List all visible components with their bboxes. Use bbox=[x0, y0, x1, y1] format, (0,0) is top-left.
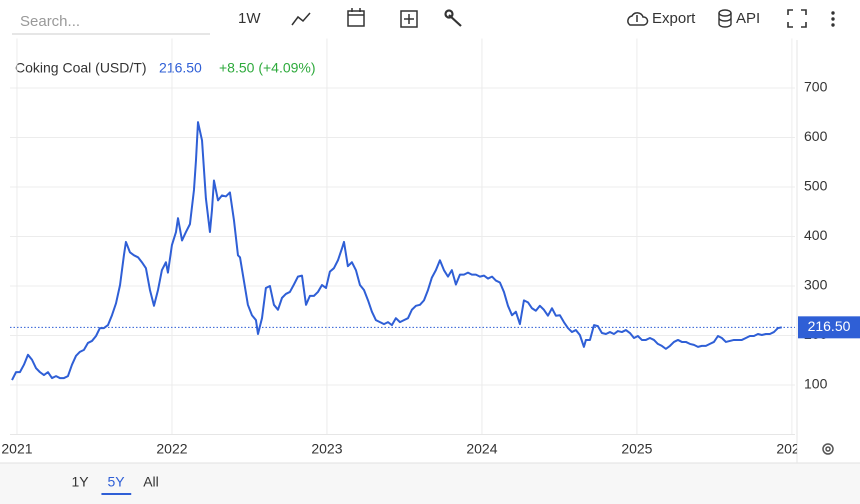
x-tick-label: 2023 bbox=[311, 441, 342, 457]
export-button[interactable]: Export bbox=[652, 10, 696, 27]
x-tick-label: 2026 bbox=[776, 441, 807, 457]
price-line bbox=[11, 121, 783, 381]
api-button[interactable]: API bbox=[736, 10, 760, 27]
range-button[interactable]: All bbox=[143, 474, 159, 490]
gear-icon[interactable] bbox=[822, 443, 834, 455]
menu-icon[interactable] bbox=[831, 11, 835, 27]
x-axis: 2021 2022 2023 2024 2025 2026 bbox=[1, 38, 807, 457]
export-icon[interactable] bbox=[627, 12, 649, 26]
chart-type-icon[interactable] bbox=[291, 12, 311, 26]
x-tick-label: 2025 bbox=[621, 441, 652, 457]
y-tick-label: 600 bbox=[804, 128, 828, 144]
x-tick-label: 2021 bbox=[1, 441, 32, 457]
api-icon[interactable] bbox=[718, 9, 732, 28]
interval-button[interactable]: 1W bbox=[238, 10, 261, 27]
compare-icon[interactable] bbox=[400, 10, 418, 28]
range-button[interactable]: 5Y bbox=[107, 474, 125, 490]
y-tick-label: 700 bbox=[804, 79, 828, 95]
x-tick-label: 2022 bbox=[156, 441, 187, 457]
y-tick-label: 400 bbox=[804, 227, 828, 243]
chart-title: Coking Coal (USD/T) bbox=[15, 60, 146, 76]
y-tick-label: 100 bbox=[804, 376, 828, 392]
last-price-badge bbox=[798, 316, 860, 339]
calendar-icon[interactable] bbox=[347, 8, 365, 27]
search-input[interactable]: Search... bbox=[20, 13, 80, 30]
settings-tool-icon[interactable] bbox=[444, 9, 462, 27]
y-tick-label: 300 bbox=[804, 277, 828, 293]
range-button[interactable]: 1Y bbox=[71, 474, 89, 490]
last-price: 216.50 bbox=[159, 60, 202, 76]
x-tick-label: 2024 bbox=[466, 441, 497, 457]
fullscreen-icon[interactable] bbox=[787, 9, 807, 28]
last-price-label: 216.50 bbox=[808, 318, 851, 334]
price-change: +8.50 (+4.09%) bbox=[219, 60, 316, 76]
y-tick-label: 500 bbox=[804, 178, 828, 194]
range-bar-bg bbox=[0, 463, 860, 504]
